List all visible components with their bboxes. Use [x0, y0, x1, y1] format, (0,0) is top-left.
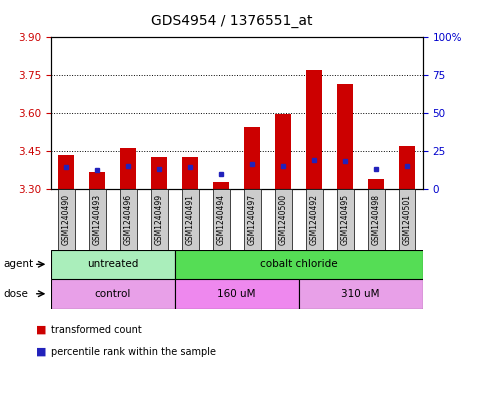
Bar: [306, 189, 323, 250]
Bar: [244, 189, 260, 250]
Bar: [399, 189, 415, 250]
Bar: [399, 146, 415, 189]
Text: 310 uM: 310 uM: [341, 289, 380, 299]
Text: GSM1240493: GSM1240493: [93, 193, 102, 245]
Bar: [182, 189, 199, 250]
Bar: [298, 279, 423, 309]
Text: GSM1240490: GSM1240490: [62, 193, 71, 245]
Text: percentile rank within the sample: percentile rank within the sample: [51, 347, 216, 357]
Text: GSM1240499: GSM1240499: [155, 193, 164, 245]
Bar: [175, 279, 298, 309]
Text: GSM1240497: GSM1240497: [248, 193, 256, 245]
Bar: [51, 279, 175, 309]
Text: GSM1240492: GSM1240492: [310, 194, 319, 244]
Bar: [244, 127, 260, 189]
Text: GDS4954 / 1376551_at: GDS4954 / 1376551_at: [151, 14, 313, 28]
Bar: [337, 189, 354, 250]
Bar: [120, 148, 136, 189]
Bar: [51, 250, 175, 279]
Bar: [89, 189, 106, 250]
Bar: [120, 189, 137, 250]
Text: 160 uM: 160 uM: [217, 289, 256, 299]
Bar: [306, 70, 322, 189]
Bar: [58, 154, 74, 189]
Text: GSM1240501: GSM1240501: [403, 194, 412, 244]
Text: GSM1240500: GSM1240500: [279, 193, 288, 245]
Bar: [175, 250, 423, 279]
Bar: [151, 189, 168, 250]
Bar: [213, 182, 229, 189]
Bar: [89, 172, 105, 189]
Text: GSM1240496: GSM1240496: [124, 193, 133, 245]
Bar: [213, 189, 229, 250]
Text: cobalt chloride: cobalt chloride: [260, 259, 338, 269]
Text: untreated: untreated: [87, 259, 139, 269]
Text: GSM1240491: GSM1240491: [185, 194, 195, 244]
Bar: [275, 114, 291, 189]
Bar: [275, 189, 292, 250]
Bar: [368, 189, 384, 250]
Text: ■: ■: [36, 347, 47, 357]
Text: GSM1240495: GSM1240495: [341, 193, 350, 245]
Bar: [58, 189, 74, 250]
Text: transformed count: transformed count: [51, 325, 142, 335]
Text: agent: agent: [4, 259, 34, 269]
Text: GSM1240498: GSM1240498: [371, 194, 381, 244]
Bar: [152, 157, 167, 189]
Bar: [369, 178, 384, 189]
Text: GSM1240494: GSM1240494: [217, 193, 226, 245]
Text: control: control: [95, 289, 131, 299]
Bar: [183, 157, 198, 189]
Bar: [338, 84, 353, 189]
Text: dose: dose: [4, 289, 29, 299]
Text: ■: ■: [36, 325, 47, 335]
